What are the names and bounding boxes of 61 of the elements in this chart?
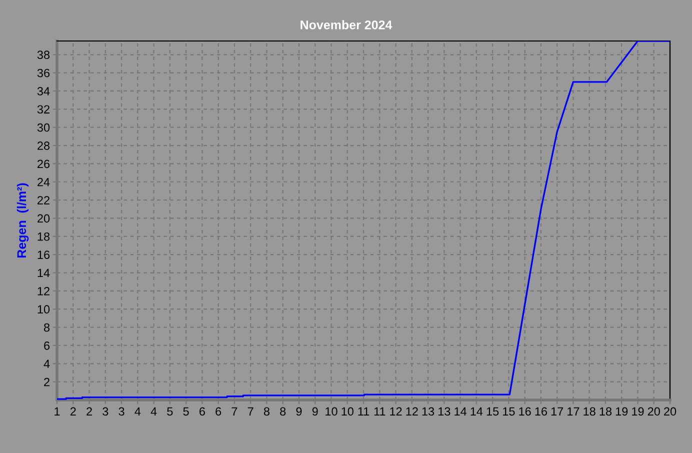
x-tick-label: 20 [664,407,676,416]
x-tick-label: 12 [390,407,402,416]
y-tick-label: 16 [38,250,50,259]
y-tick-label: 18 [38,232,50,241]
x-tick-label: 18 [584,407,596,416]
y-tick-label: 24 [38,178,50,186]
x-tick-label: 2 [70,407,76,416]
x-tick-label: 10 [342,407,354,416]
x-tick-label: 9 [296,407,302,416]
y-tick-label: 14 [38,268,50,278]
y-tick-label: 30 [37,123,50,132]
x-tick-label: 14 [470,407,483,416]
line-series [57,41,670,400]
y-tick-label: 2 [44,378,50,386]
y-tick-label: 32 [37,105,50,114]
x-tick-label: 15 [486,407,499,416]
x-tick-label: 6 [216,407,222,416]
x-tick-label: 18 [600,407,612,416]
x-tick-label: 7 [248,407,254,416]
x-tick-label: 7 [232,407,238,416]
x-tick-label: 5 [183,407,189,416]
y-tick-label: 20 [38,214,50,223]
y-tick-label: 26 [38,160,50,168]
y-axis-title: Regen (l/m²) [16,183,29,258]
x-tick-label: 11 [374,407,386,416]
x-tick-label: 5 [167,407,173,416]
x-tick-label: 10 [326,407,338,416]
x-tick-label: 17 [551,407,564,416]
x-tick-label: 19 [616,407,628,416]
y-tick-label: 8 [44,323,50,332]
x-tick-label: 13 [422,407,434,416]
x-tick-label: 12 [406,407,418,416]
y-tick-label: 6 [44,342,50,350]
x-tick-label: 20 [648,407,660,416]
x-tick-label: 16 [535,407,547,416]
y-tick-label: 4 [44,360,50,368]
x-tick-label: 2 [86,407,92,416]
y-tick-label: 10 [38,305,50,314]
x-tick-label: 14 [454,407,467,416]
y-tick-label: 28 [38,142,50,150]
x-tick-label: 9 [312,407,318,416]
x-tick-label: 6 [200,407,205,416]
x-tick-label: 11 [358,407,370,416]
x-tick-label: 8 [280,407,286,416]
y-tick-label: 36 [37,68,50,78]
x-tick-label: 4 [134,407,141,416]
x-tick-label: 3 [102,407,108,416]
y-tick-label: 38 [37,50,50,60]
x-tick-label: 4 [150,407,157,416]
y-tick-label: 12 [38,286,50,296]
x-tick-label: 16 [519,407,531,416]
x-tick-label: 3 [118,407,124,416]
y-tick-label: 22 [38,196,50,204]
x-tick-label: 8 [264,407,270,416]
x-tick-label: 19 [632,407,644,416]
x-tick-label: 1 [54,407,60,416]
chart-title: November 2024 [300,20,392,30]
x-tick-label: 15 [503,407,515,416]
x-tick-label: 13 [438,407,450,416]
x-tick-label: 17 [568,407,580,416]
y-tick-label: 34 [37,87,50,96]
